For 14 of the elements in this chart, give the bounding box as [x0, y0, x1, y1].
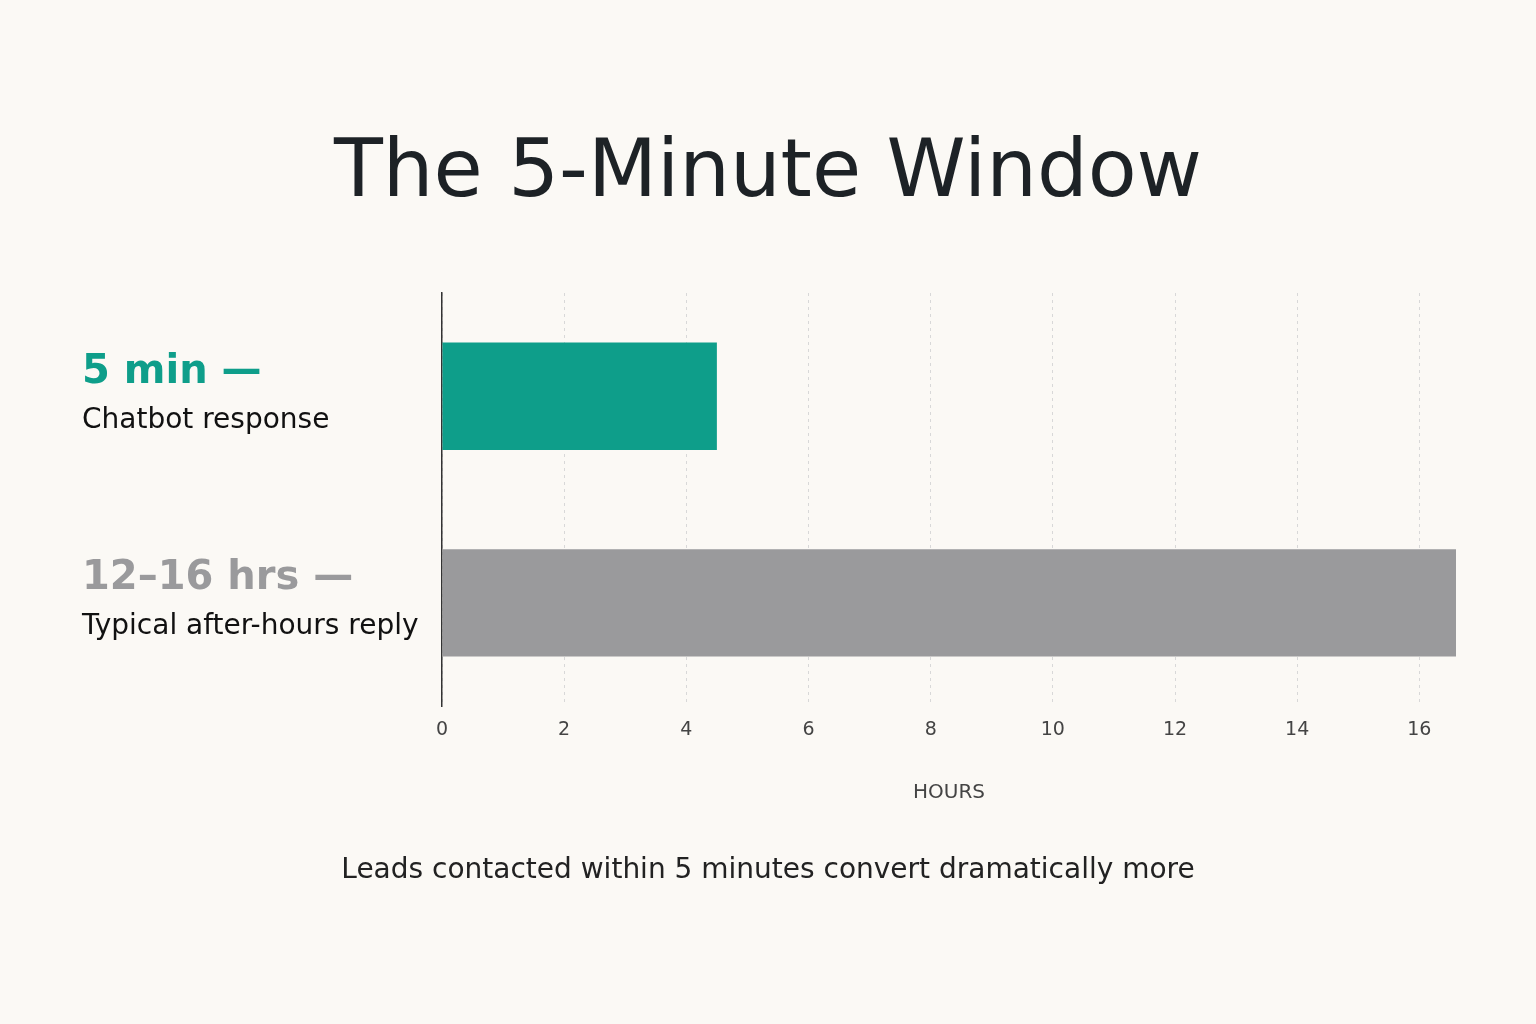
x-tick-label: 4 [680, 716, 693, 739]
x-tick-label: 10 [1040, 716, 1065, 739]
chart-title: The 5-Minute Window [332, 122, 1204, 215]
x-tick-label: 14 [1285, 716, 1310, 739]
x-tick-label: 0 [435, 716, 449, 739]
y-tick-label: 5 min — Chatbot response [82, 345, 330, 435]
x-tick-label: 12 [1162, 716, 1188, 739]
x-tick-label: 8 [924, 716, 937, 739]
x-tick-label: 16 [1407, 716, 1432, 739]
x-axis-title: HOURS [912, 779, 986, 804]
x-tick-label: 6 [802, 716, 815, 739]
y-tick-label: 12–16 hrs — Typical after-hours reply [81, 552, 419, 642]
x-tick-label: 2 [558, 716, 571, 739]
text: Leads contacted within 5 minutes convert dramatically more [340, 852, 1196, 885]
